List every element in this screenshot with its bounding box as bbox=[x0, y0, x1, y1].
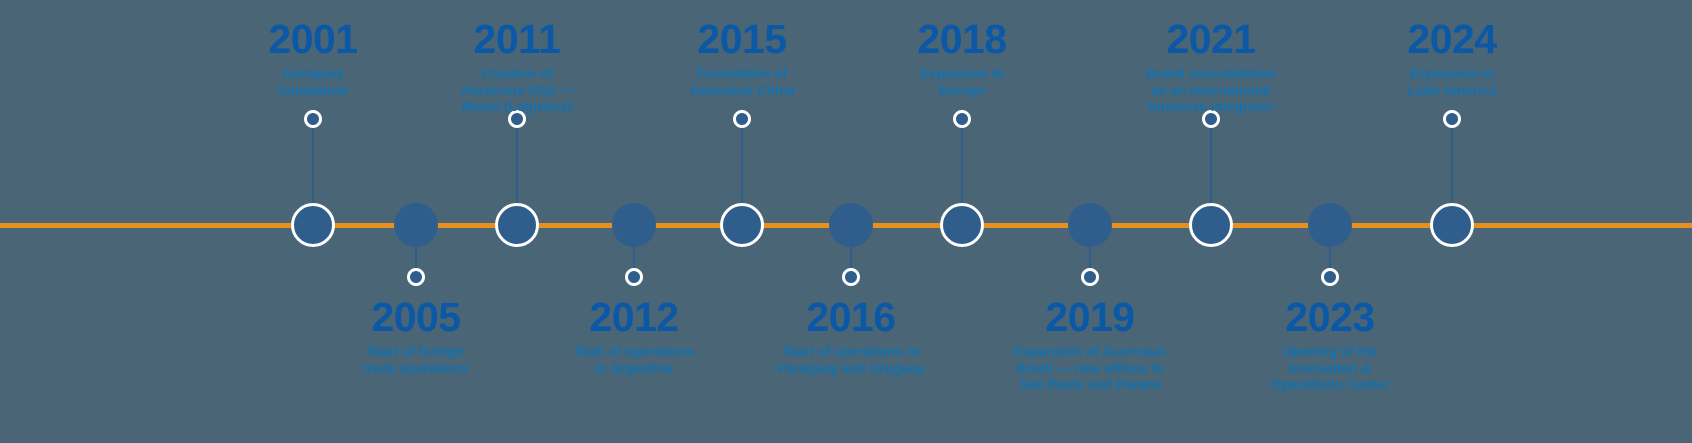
milestone-stem bbox=[312, 124, 314, 207]
milestone-ring-marker bbox=[953, 110, 971, 128]
milestone-ring-marker bbox=[304, 110, 322, 128]
milestone-stem bbox=[1451, 124, 1453, 207]
milestone-caption: Start of operations in Paraguay and Urug… bbox=[777, 344, 925, 376]
milestone-ring-marker bbox=[1443, 110, 1461, 128]
milestone-caption: Opening of the Innovation & Operations C… bbox=[1271, 344, 1389, 392]
milestone-node[interactable] bbox=[720, 203, 764, 247]
milestone-node[interactable] bbox=[1430, 203, 1474, 247]
milestone-node[interactable] bbox=[394, 203, 438, 247]
milestone-label: 2011 Creation of Ascensus USA — Miami (Lo… bbox=[317, 16, 717, 115]
milestone-ring-marker bbox=[1202, 110, 1220, 128]
milestone-stem bbox=[741, 124, 743, 207]
milestone-year: 2024 bbox=[1407, 16, 1497, 62]
milestone-label: 2024 Expansion in Latin America bbox=[1252, 16, 1652, 99]
milestone-caption: Company foundation bbox=[278, 66, 348, 98]
milestone-label: 2015 Foundation of Ascensus China bbox=[542, 16, 942, 99]
milestone-label: 2001 Company foundation bbox=[113, 16, 513, 99]
milestone-node[interactable] bbox=[940, 203, 984, 247]
milestone-caption: Expansion of Ascensus Brazil — new offic… bbox=[1014, 344, 1166, 392]
milestone-caption: Expansion in Latin America bbox=[1407, 66, 1497, 98]
milestone-node[interactable] bbox=[291, 203, 335, 247]
milestone-ring-marker bbox=[508, 110, 526, 128]
milestone-year: 2005 bbox=[371, 294, 461, 340]
milestone-year: 2018 bbox=[917, 16, 1007, 62]
milestone-node[interactable] bbox=[1308, 203, 1352, 247]
milestone-label: 2019 Expansion of Ascensus Brazil — new o… bbox=[890, 294, 1290, 393]
milestone-label: 2023 Opening of the Innovation & Operatio… bbox=[1130, 294, 1530, 393]
milestone-caption: Brand consolidation as an international … bbox=[1145, 66, 1277, 114]
milestone-ring-marker bbox=[733, 110, 751, 128]
milestone-ring-marker bbox=[1081, 268, 1099, 286]
milestone-node[interactable] bbox=[612, 203, 656, 247]
milestone-label: 2005 Start of foreign trade operations bbox=[216, 294, 616, 377]
milestone-year: 2011 bbox=[473, 16, 561, 62]
milestone-node[interactable] bbox=[1068, 203, 1112, 247]
milestone-stem bbox=[961, 124, 963, 207]
milestone-ring-marker bbox=[1321, 268, 1339, 286]
milestone-label: 2016 Start of operations in Paraguay and … bbox=[651, 294, 1051, 377]
milestone-caption: Foundation of Ascensus China bbox=[689, 66, 795, 98]
milestone-year: 2012 bbox=[589, 294, 679, 340]
milestone-stem bbox=[633, 240, 635, 282]
milestone-caption: Creation of Ascensus USA — Miami (Logist… bbox=[460, 66, 574, 114]
milestone-stem bbox=[516, 124, 518, 207]
milestone-stem bbox=[415, 240, 417, 282]
milestone-node[interactable] bbox=[829, 203, 873, 247]
milestone-ring-marker bbox=[407, 268, 425, 286]
milestone-stem bbox=[1329, 240, 1331, 282]
milestone-year: 2019 bbox=[1045, 294, 1135, 340]
milestone-year: 2023 bbox=[1285, 294, 1375, 340]
milestone-caption: Expansion in Europe bbox=[919, 66, 1004, 98]
milestone-ring-marker bbox=[625, 268, 643, 286]
milestone-label: 2012 Start of operations in Argentina bbox=[434, 294, 834, 377]
milestone-node[interactable] bbox=[495, 203, 539, 247]
milestone-stem bbox=[1089, 240, 1091, 282]
milestone-stem bbox=[850, 240, 852, 282]
milestone-ring-marker bbox=[842, 268, 860, 286]
milestone-label: 2021 Brand consolidation as an internatio… bbox=[1011, 16, 1411, 115]
milestone-year: 2001 bbox=[268, 16, 358, 62]
milestone-caption: Start of foreign trade operations bbox=[363, 344, 469, 376]
milestone-stem bbox=[1210, 124, 1212, 207]
milestone-year: 2016 bbox=[806, 294, 896, 340]
milestone-year: 2015 bbox=[697, 16, 787, 62]
milestone-node[interactable] bbox=[1189, 203, 1233, 247]
milestone-label: 2018 Expansion in Europe bbox=[762, 16, 1162, 99]
milestone-year: 2021 bbox=[1166, 16, 1256, 62]
milestone-caption: Start of operations in Argentina bbox=[573, 344, 694, 376]
